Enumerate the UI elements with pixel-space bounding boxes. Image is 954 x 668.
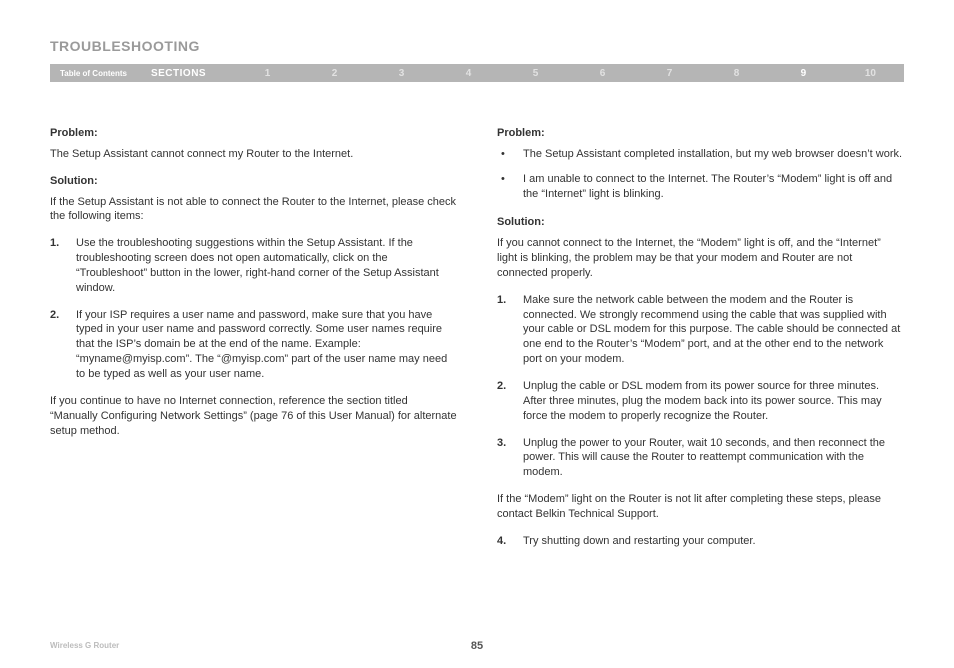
problem-bullets: • The Setup Assistant completed installa…: [497, 147, 904, 202]
nav-sections-label: SECTIONS: [141, 68, 234, 79]
nav-section-8[interactable]: 8: [703, 68, 770, 79]
nav-toc-link[interactable]: Table of Contents: [50, 69, 141, 78]
list-item: 2. If your ISP requires a user name and …: [50, 308, 457, 382]
nav-section-2[interactable]: 2: [301, 68, 368, 79]
problem-label: Problem:: [50, 126, 457, 141]
step-text: Unplug the power to your Router, wait 10…: [523, 436, 904, 481]
step-number: 1.: [497, 293, 523, 367]
bullet-icon: •: [497, 172, 523, 202]
problem-label: Problem:: [497, 126, 904, 141]
nav-section-10[interactable]: 10: [837, 68, 904, 79]
content-area: Problem: The Setup Assistant cannot conn…: [0, 82, 954, 561]
section-nav: Table of Contents SECTIONS 1 2 3 4 5 6 7…: [50, 64, 904, 82]
nav-section-4[interactable]: 4: [435, 68, 502, 79]
problem-text: The Setup Assistant cannot connect my Ro…: [50, 147, 457, 162]
closing-text: If the “Modem” light on the Router is no…: [497, 492, 904, 522]
nav-section-9[interactable]: 9: [770, 68, 837, 79]
bullet-icon: •: [497, 147, 523, 162]
step-number: 4.: [497, 534, 523, 549]
solution-label: Solution:: [497, 215, 904, 230]
step-number: 3.: [497, 436, 523, 481]
page-number: 85: [471, 640, 483, 652]
list-item: 1. Make sure the network cable between t…: [497, 293, 904, 367]
solution-intro: If the Setup Assistant is not able to co…: [50, 195, 457, 225]
step-text: If your ISP requires a user name and pas…: [76, 308, 457, 382]
step-text: Make sure the network cable between the …: [523, 293, 904, 367]
page-title: TROUBLESHOOTING: [0, 0, 954, 64]
list-item: 4. Try shutting down and restarting your…: [497, 534, 904, 549]
nav-section-3[interactable]: 3: [368, 68, 435, 79]
list-item: • The Setup Assistant completed installa…: [497, 147, 904, 162]
step-number: 1.: [50, 236, 76, 295]
left-column: Problem: The Setup Assistant cannot conn…: [50, 126, 457, 561]
step-text: Use the troubleshooting suggestions with…: [76, 236, 457, 295]
list-item: 3. Unplug the power to your Router, wait…: [497, 436, 904, 481]
step-text: Try shutting down and restarting your co…: [523, 534, 904, 549]
footer-product-name: Wireless G Router: [50, 641, 119, 650]
bullet-text: I am unable to connect to the Internet. …: [523, 172, 904, 202]
solution-intro: If you cannot connect to the Internet, t…: [497, 236, 904, 281]
solution-steps-cont: 4. Try shutting down and restarting your…: [497, 534, 904, 549]
step-text: Unplug the cable or DSL modem from its p…: [523, 379, 904, 424]
list-item: • I am unable to connect to the Internet…: [497, 172, 904, 202]
right-column: Problem: • The Setup Assistant completed…: [497, 126, 904, 561]
nav-section-5[interactable]: 5: [502, 68, 569, 79]
page-footer: Wireless G Router 85: [0, 641, 954, 650]
step-number: 2.: [497, 379, 523, 424]
list-item: 1. Use the troubleshooting suggestions w…: [50, 236, 457, 295]
closing-text: If you continue to have no Internet conn…: [50, 394, 457, 439]
nav-section-6[interactable]: 6: [569, 68, 636, 79]
nav-section-1[interactable]: 1: [234, 68, 301, 79]
solution-steps: 1. Use the troubleshooting suggestions w…: [50, 236, 457, 382]
step-number: 2.: [50, 308, 76, 382]
solution-steps: 1. Make sure the network cable between t…: [497, 293, 904, 480]
list-item: 2. Unplug the cable or DSL modem from it…: [497, 379, 904, 424]
nav-section-7[interactable]: 7: [636, 68, 703, 79]
bullet-text: The Setup Assistant completed installati…: [523, 147, 904, 162]
solution-label: Solution:: [50, 174, 457, 189]
